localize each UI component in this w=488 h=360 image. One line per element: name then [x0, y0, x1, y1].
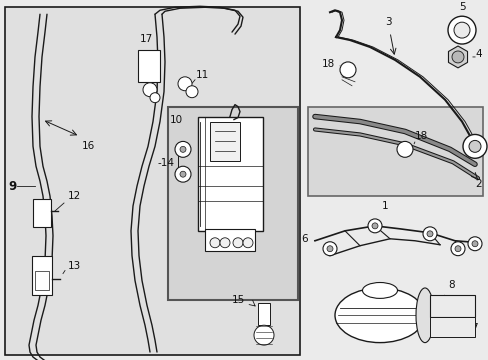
Bar	[33, 199, 51, 227]
Circle shape	[180, 171, 185, 177]
Bar	[168, 107, 297, 300]
Circle shape	[367, 219, 381, 233]
Circle shape	[178, 77, 192, 91]
Circle shape	[468, 140, 480, 152]
Text: 7: 7	[470, 323, 477, 333]
Bar	[138, 50, 160, 82]
Text: 6: 6	[301, 234, 307, 244]
Text: 18: 18	[414, 131, 427, 141]
Circle shape	[422, 227, 436, 241]
Circle shape	[326, 246, 332, 252]
Circle shape	[150, 93, 160, 103]
Bar	[209, 122, 240, 161]
Text: 16: 16	[82, 141, 95, 152]
Circle shape	[142, 83, 157, 97]
Circle shape	[243, 238, 252, 248]
Circle shape	[462, 134, 486, 158]
Circle shape	[175, 166, 191, 182]
Circle shape	[339, 62, 355, 78]
Bar	[258, 303, 269, 325]
Bar	[32, 256, 52, 296]
Text: -14: -14	[158, 158, 175, 168]
Circle shape	[185, 86, 198, 98]
Circle shape	[175, 141, 191, 157]
Text: 8: 8	[447, 280, 454, 291]
Circle shape	[209, 238, 220, 248]
Circle shape	[323, 242, 336, 256]
Text: 2: 2	[474, 179, 481, 189]
Text: 3: 3	[384, 17, 390, 27]
Ellipse shape	[362, 283, 397, 298]
Ellipse shape	[415, 288, 433, 343]
Text: 10: 10	[170, 114, 183, 125]
Circle shape	[220, 238, 229, 248]
Ellipse shape	[334, 288, 424, 343]
Circle shape	[232, 238, 243, 248]
Circle shape	[467, 237, 481, 251]
Text: 18: 18	[321, 59, 335, 69]
Bar	[5, 7, 299, 355]
Text: 17: 17	[140, 34, 153, 44]
Bar	[198, 117, 263, 231]
Bar	[429, 317, 474, 337]
Bar	[35, 271, 49, 291]
Circle shape	[371, 223, 377, 229]
Text: 11: 11	[196, 70, 209, 80]
Bar	[204, 229, 254, 251]
Circle shape	[447, 16, 475, 44]
Circle shape	[180, 147, 185, 152]
Circle shape	[471, 241, 477, 247]
Text: 13: 13	[68, 261, 81, 271]
Circle shape	[426, 231, 432, 237]
Bar	[307, 107, 482, 196]
Circle shape	[453, 22, 469, 38]
Text: 12: 12	[68, 191, 81, 201]
Circle shape	[396, 141, 412, 157]
Text: 15: 15	[231, 296, 244, 305]
Polygon shape	[447, 46, 467, 68]
Text: 4: 4	[474, 49, 481, 59]
Circle shape	[450, 242, 464, 256]
Circle shape	[454, 246, 460, 252]
Circle shape	[451, 51, 463, 63]
Circle shape	[253, 325, 273, 345]
Text: 5: 5	[458, 2, 465, 12]
Text: 9: 9	[8, 180, 16, 193]
Bar	[429, 296, 474, 317]
Text: 1: 1	[381, 201, 387, 211]
